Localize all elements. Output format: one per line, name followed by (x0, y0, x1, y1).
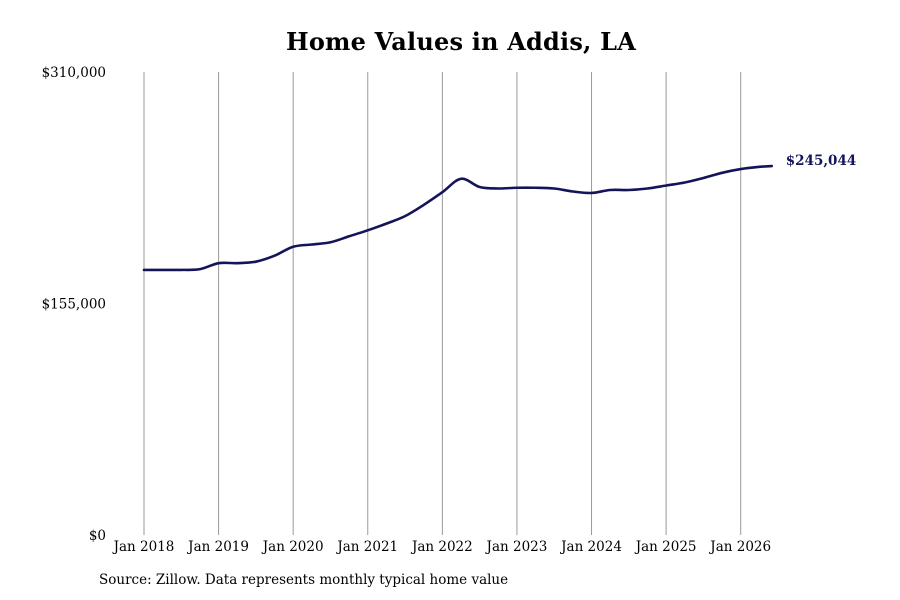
y-axis-ticks: $0 $155,000 $310,000 (42, 65, 106, 544)
end-value-label: $245,044 (786, 153, 856, 169)
x-tick-label: Jan 2022 (410, 539, 473, 555)
x-tick-label: Jan 2019 (186, 539, 249, 555)
series-layer (142, 164, 774, 272)
x-tick-label: Jan 2023 (485, 539, 548, 555)
x-tick-label: Jan 2020 (261, 539, 324, 555)
end-label-layer: $245,044 (786, 153, 856, 169)
source-note: Source: Zillow. Data represents monthly … (99, 572, 509, 588)
y-tick-label: $310,000 (42, 65, 106, 81)
x-axis-ticks: Jan 2018 Jan 2019 Jan 2020 Jan 2021 Jan 2022… (112, 539, 772, 555)
x-tick-label: Jan 2026 (708, 539, 771, 555)
x-tick-label: Jan 2021 (335, 539, 398, 555)
chart-title: Home Values in Addis, LA (285, 27, 637, 56)
gridlines (143, 72, 742, 535)
x-tick-label: Jan 2025 (634, 539, 697, 555)
series-line (142, 164, 774, 272)
y-tick-label: $0 (89, 528, 106, 544)
x-tick-label: Jan 2024 (559, 539, 622, 555)
x-tick-label: Jan 2018 (112, 539, 175, 555)
y-tick-label: $155,000 (42, 297, 106, 313)
